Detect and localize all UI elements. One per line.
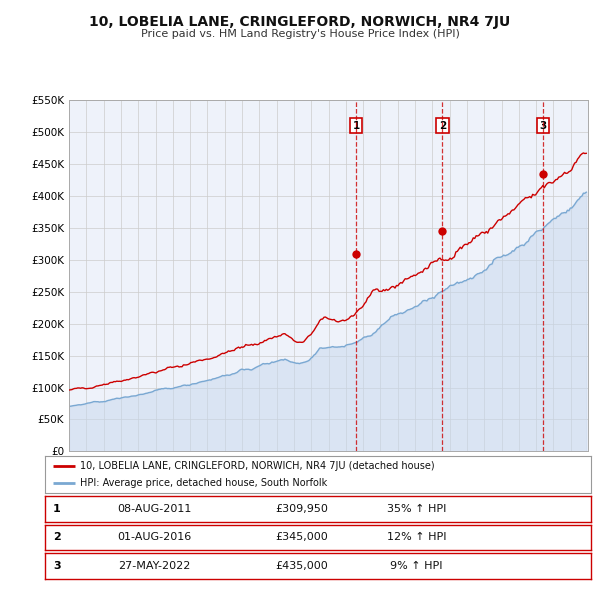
Text: 01-AUG-2016: 01-AUG-2016	[117, 533, 191, 542]
Text: £345,000: £345,000	[275, 533, 328, 542]
Text: 10, LOBELIA LANE, CRINGLEFORD, NORWICH, NR4 7JU (detached house): 10, LOBELIA LANE, CRINGLEFORD, NORWICH, …	[80, 461, 435, 471]
Text: 9% ↑ HPI: 9% ↑ HPI	[390, 562, 443, 571]
Text: Price paid vs. HM Land Registry's House Price Index (HPI): Price paid vs. HM Land Registry's House …	[140, 30, 460, 39]
Text: 12% ↑ HPI: 12% ↑ HPI	[386, 533, 446, 542]
Text: 3: 3	[53, 562, 61, 571]
Text: 2: 2	[439, 121, 446, 131]
Text: 27-MAY-2022: 27-MAY-2022	[118, 562, 190, 571]
Text: 1: 1	[353, 121, 360, 131]
Text: 1: 1	[53, 504, 61, 513]
Text: HPI: Average price, detached house, South Norfolk: HPI: Average price, detached house, Sout…	[80, 478, 328, 488]
Text: 35% ↑ HPI: 35% ↑ HPI	[386, 504, 446, 513]
Text: £435,000: £435,000	[275, 562, 328, 571]
Text: 10, LOBELIA LANE, CRINGLEFORD, NORWICH, NR4 7JU: 10, LOBELIA LANE, CRINGLEFORD, NORWICH, …	[89, 15, 511, 30]
Text: 08-AUG-2011: 08-AUG-2011	[117, 504, 191, 513]
Text: 2: 2	[53, 533, 61, 542]
Text: £309,950: £309,950	[275, 504, 328, 513]
Text: 3: 3	[539, 121, 547, 131]
